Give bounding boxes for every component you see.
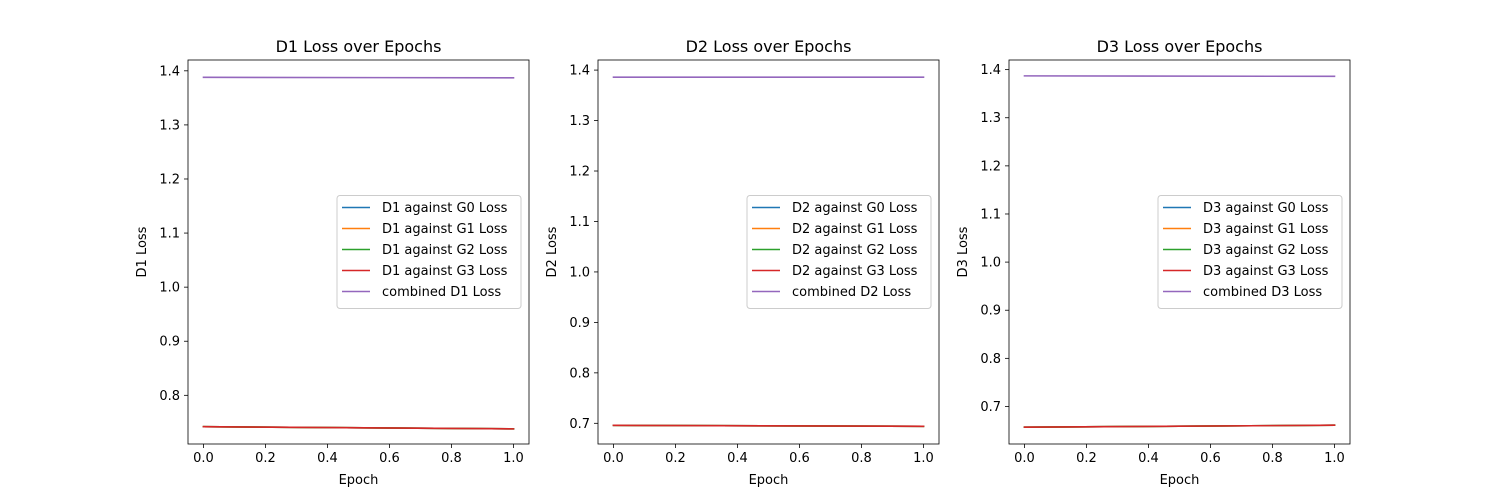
legend-entry: D3 against G0 Loss: [1203, 201, 1329, 216]
x-tick-label: 0.8: [851, 451, 872, 466]
y-tick-label: 1.3: [159, 118, 180, 133]
series-line-4: [202, 425, 515, 430]
legend-entry: D3 against G3 Loss: [1203, 264, 1329, 279]
y-tick-label: 0.9: [980, 304, 1001, 319]
legend-entry: combined D3 Loss: [1203, 285, 1322, 300]
y-tick-label: 1.4: [159, 64, 180, 79]
x-tick-label: 0.2: [1076, 451, 1097, 466]
y-tick-label: 0.8: [980, 352, 1001, 367]
y-tick-label: 0.9: [159, 335, 180, 350]
x-tick-label: 1.0: [913, 451, 934, 466]
legend-entry: D2 against G0 Loss: [792, 201, 918, 216]
x-tick-label: 0.0: [603, 451, 624, 466]
y-tick-label: 1.1: [159, 227, 180, 242]
x-axis-label: Epoch: [1160, 473, 1200, 488]
x-tick-label: 0.4: [727, 451, 748, 466]
chart-panel-1: 0.0 0.2 0.4 0.6 0.8 1.0 0.8 0.9 1.0 1.1 1.2 1.3 1.4 D…: [135, 37, 530, 488]
y-tick-label: 0.7: [569, 417, 590, 432]
legend-entry: D3 against G1 Loss: [1203, 222, 1329, 237]
legend-entry: D2 against G2 Loss: [792, 243, 918, 258]
chart-panel-3: 0.0 0.2 0.4 0.6 0.8 1.0 0.7 0.8 0.9 1.0 1.1 1.2 1.3 1…: [956, 37, 1351, 488]
legend-entry: D3 against G2 Loss: [1203, 243, 1329, 258]
y-tick-label: 1.2: [159, 172, 180, 187]
x-tick-label: 0.6: [379, 451, 400, 466]
legend: D2 against G0 Loss D2 against G1 Loss D2 a…: [746, 195, 932, 309]
y-tick-label: 1.0: [980, 256, 1001, 271]
chart-title: D1 Loss over Epochs: [276, 37, 442, 56]
legend-entry: D1 against G1 Loss: [382, 222, 508, 237]
legend-entry: D2 against G3 Loss: [792, 264, 918, 279]
x-tick-label: 0.8: [441, 451, 462, 466]
y-axis-label: D3 Loss: [956, 226, 971, 277]
legend-entry: D1 against G3 Loss: [382, 264, 508, 279]
x-tick-label: 0.2: [665, 451, 686, 466]
legend-entry: D1 against G2 Loss: [382, 243, 508, 258]
x-tick-label: 1.0: [1324, 451, 1345, 466]
y-tick-label: 1.1: [980, 207, 1001, 222]
legend-box: [336, 195, 522, 309]
series-line-4: [612, 424, 925, 428]
legend-box: [1157, 195, 1343, 309]
x-tick-label: 1.0: [503, 451, 524, 466]
x-tick-label: 0.4: [1138, 451, 1159, 466]
y-tick-label: 1.4: [980, 63, 1001, 78]
y-tick-label: 1.0: [159, 281, 180, 296]
y-tick-label: 1.1: [569, 215, 590, 230]
series-line-5: [202, 76, 515, 79]
y-tick-label: 0.8: [569, 366, 590, 381]
y-tick-label: 1.0: [569, 265, 590, 280]
y-axis-label: D1 Loss: [135, 226, 150, 277]
x-tick-label: 0.8: [1262, 451, 1283, 466]
legend: D1 against G0 Loss D1 against G1 Loss D1 a…: [336, 195, 522, 309]
legend: D3 against G0 Loss D3 against G1 Loss D3 a…: [1157, 195, 1343, 309]
chart-title: D2 Loss over Epochs: [686, 37, 852, 56]
x-tick-label: 0.6: [789, 451, 810, 466]
chart-panel-2: 0.0 0.2 0.4 0.6 0.8 1.0 0.7 0.8 0.9 1.0 1.1 1.2 1.3 1…: [545, 37, 940, 488]
x-tick-label: 0.6: [1200, 451, 1221, 466]
x-tick-label: 0.0: [193, 451, 214, 466]
x-tick-label: 0.0: [1014, 451, 1035, 466]
chart-title: D3 Loss over Epochs: [1097, 37, 1263, 56]
x-tick-label: 0.2: [255, 451, 276, 466]
legend-entry: D2 against G1 Loss: [792, 222, 918, 237]
y-tick-label: 1.3: [980, 111, 1001, 126]
y-tick-label: 1.3: [569, 114, 590, 129]
x-axis-label: Epoch: [339, 473, 379, 488]
y-tick-label: 0.9: [569, 316, 590, 331]
y-tick-label: 0.8: [159, 389, 180, 404]
series-line-4: [1023, 424, 1336, 428]
y-axis-label: D2 Loss: [545, 226, 560, 277]
legend-box: [746, 195, 932, 309]
legend-entry: combined D2 Loss: [792, 285, 911, 300]
legend-entry: combined D1 Loss: [382, 285, 501, 300]
y-tick-label: 1.2: [980, 159, 1001, 174]
x-tick-label: 0.4: [317, 451, 338, 466]
y-tick-label: 1.4: [569, 64, 590, 79]
x-axis-label: Epoch: [749, 473, 789, 488]
legend-entry: D1 against G0 Loss: [382, 201, 508, 216]
y-tick-label: 0.7: [980, 400, 1001, 415]
y-tick-label: 1.2: [569, 165, 590, 180]
